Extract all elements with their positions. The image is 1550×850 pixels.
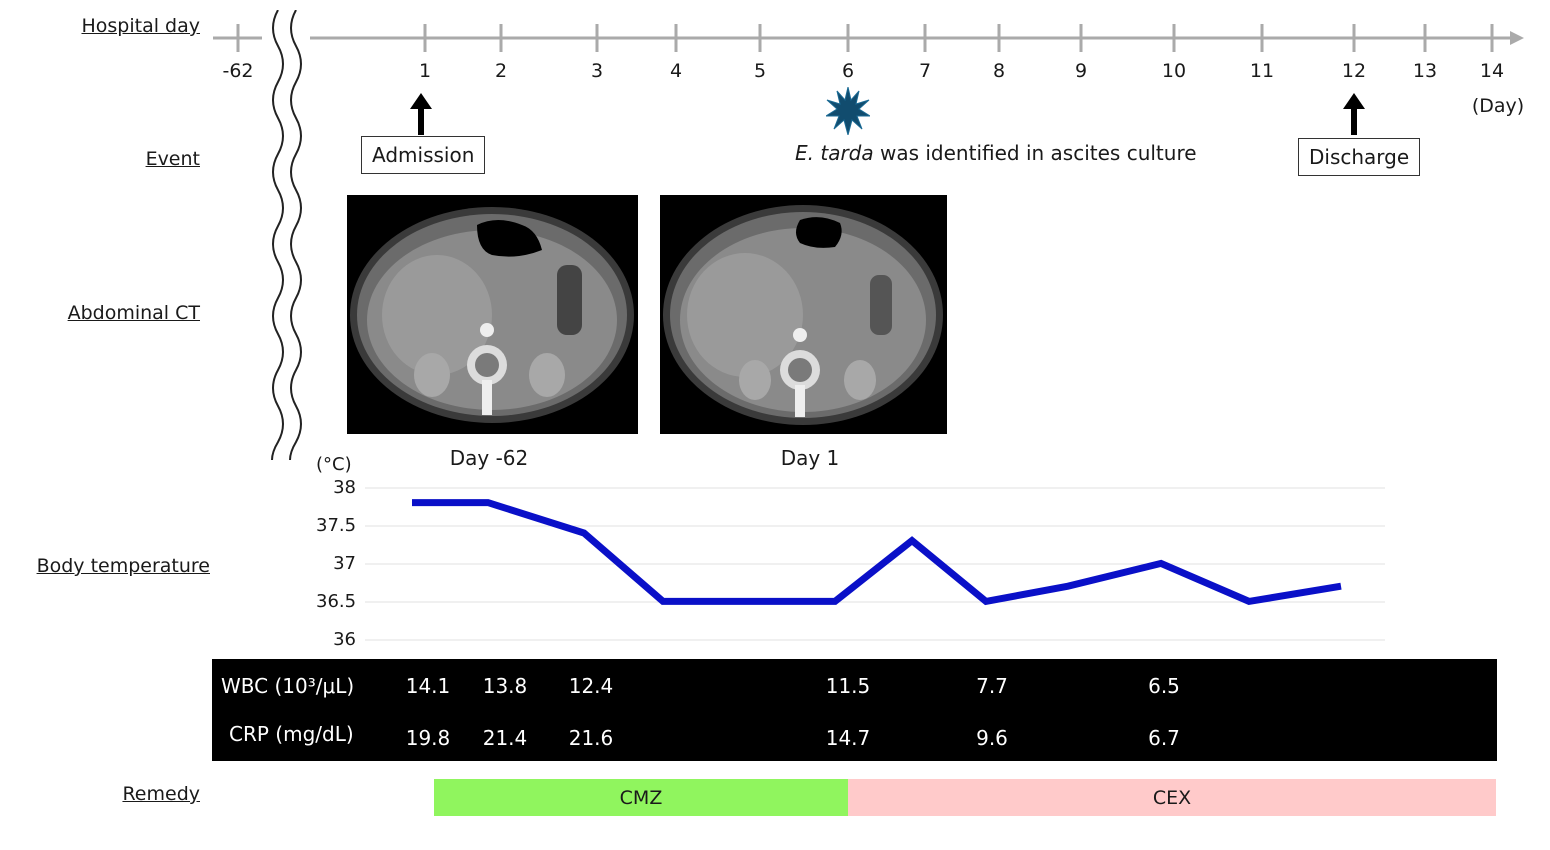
y-tick-label: 38	[333, 477, 356, 498]
ct-caption-2: Day 1	[780, 446, 840, 470]
remedy-cex-label: CEX	[1152, 786, 1192, 809]
timeline-axis	[213, 24, 1524, 52]
tick-label-day-10: 10	[1161, 60, 1187, 82]
crp-label: CRP (mg/dL)	[229, 722, 354, 746]
hospital-day-label: Hospital day	[81, 15, 200, 37]
temperature-chart	[365, 487, 1385, 641]
tick-label-day-13: 13	[1412, 60, 1438, 82]
y-tick-label: 36	[333, 629, 356, 650]
wbc-label: WBC (10³/μL)	[221, 674, 355, 698]
culture-event-text: E. tarda was identified in ascites cultu…	[795, 141, 1197, 165]
axis-break-lines	[271, 10, 302, 461]
wbc-value: 14.1	[405, 674, 451, 698]
ct-caption-1: Day -62	[449, 446, 529, 470]
tick-label-day-2: 2	[494, 60, 508, 82]
admission-arrow-icon	[410, 93, 432, 135]
tick-label-day-4: 4	[669, 60, 683, 82]
tick-label-day-9: 9	[1074, 60, 1088, 82]
ct-scan-2-icon	[663, 205, 943, 425]
crp-value: 6.7	[1148, 726, 1180, 750]
remedy-cmz-bar: CMZ	[434, 779, 848, 816]
tick-label-day-12: 12	[1341, 60, 1367, 82]
crp-value: 14.7	[825, 726, 871, 750]
ct-scan-1-icon	[350, 207, 634, 423]
crp-value: 21.4	[482, 726, 528, 750]
tick-label-day-3: 3	[590, 60, 604, 82]
admission-box: Admission	[361, 136, 486, 174]
temperature-unit-label: (°C)	[316, 454, 352, 475]
lab-values-panel	[212, 659, 1497, 761]
tick-label-pre: -62	[222, 60, 254, 82]
wbc-value: 7.7	[976, 674, 1008, 698]
crp-value: 21.6	[568, 726, 614, 750]
wbc-value: 13.8	[482, 674, 528, 698]
remedy-cex-bar: CEX	[848, 779, 1496, 816]
tick-label-day-6: 6	[841, 60, 855, 82]
crp-value: 19.8	[405, 726, 451, 750]
discharge-box: Discharge	[1298, 138, 1421, 176]
body-temperature-label: Body temperature	[36, 555, 210, 577]
remedy-cmz-label: CMZ	[619, 786, 663, 809]
crp-value: 9.6	[976, 726, 1008, 750]
event-label: Event	[145, 148, 200, 170]
remedy-label: Remedy	[122, 783, 200, 805]
day-unit-label: (Day)	[1471, 95, 1525, 117]
wbc-value: 11.5	[825, 674, 871, 698]
tick-label-day-8: 8	[992, 60, 1006, 82]
tick-label-day-1: 1	[418, 60, 432, 82]
ct-image-day-minus-62	[347, 195, 638, 434]
temperature-series-line	[412, 499, 1342, 606]
tick-label-day-5: 5	[753, 60, 767, 82]
tick-label-day-14: 14	[1479, 60, 1505, 82]
y-tick-label: 37	[333, 553, 356, 574]
discharge-arrow-icon	[1343, 93, 1365, 135]
y-tick-label: 37.5	[316, 515, 357, 536]
culture-event-description: was identified in ascites culture	[873, 141, 1197, 165]
abdominal-ct-label: Abdominal CT	[67, 302, 200, 324]
tick-label-day-11: 11	[1249, 60, 1275, 82]
starburst-icon	[826, 87, 870, 135]
tick-label-day-7: 7	[918, 60, 932, 82]
y-tick-label: 36.5	[316, 591, 357, 612]
organism-name: E. tarda	[795, 141, 874, 165]
ct-image-day-1	[660, 195, 947, 434]
wbc-value: 6.5	[1148, 674, 1180, 698]
wbc-value: 12.4	[568, 674, 614, 698]
